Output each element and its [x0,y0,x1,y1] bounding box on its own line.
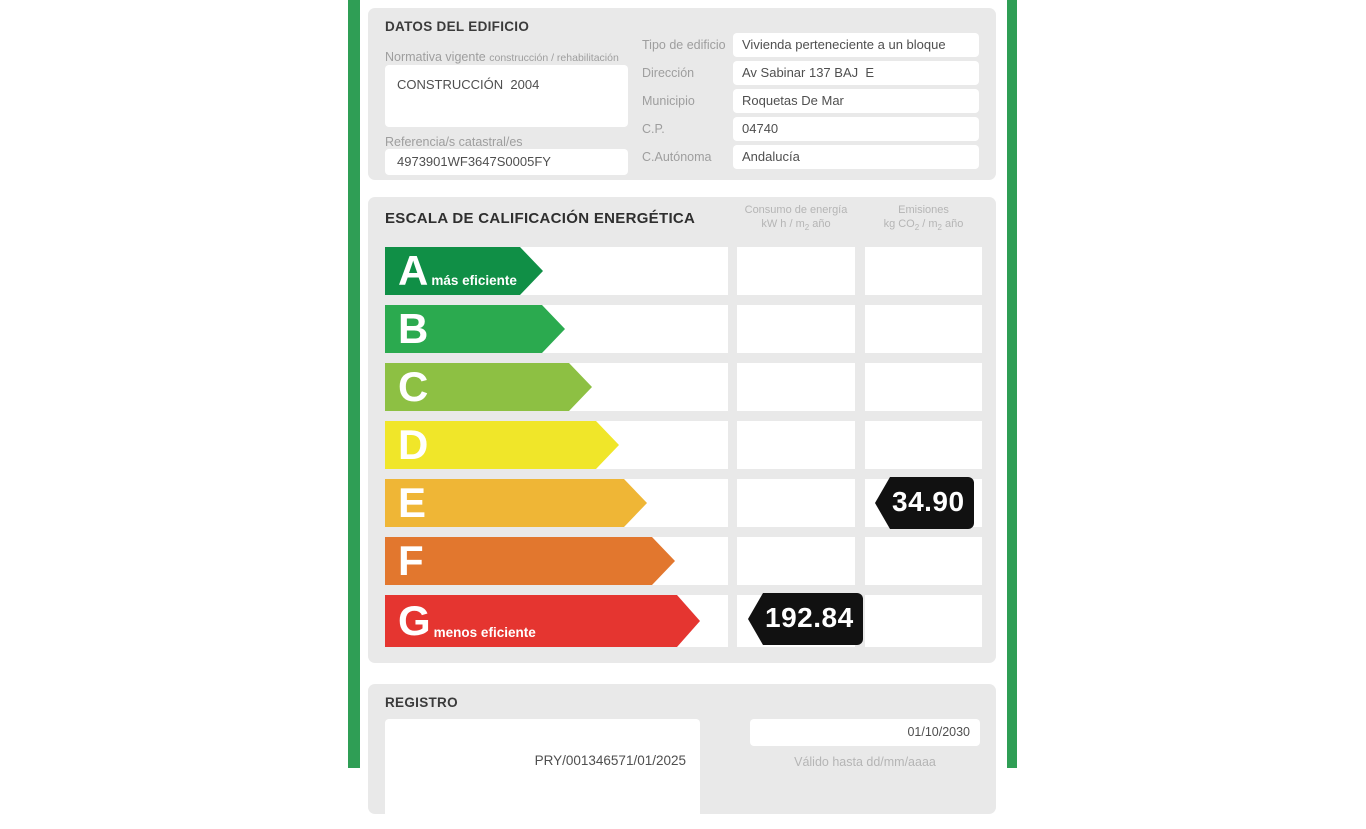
rating-g-track: G menos eficiente [385,595,728,647]
rating-arrow-b: B [385,305,565,353]
rating-a-track: A más eficiente [385,247,728,295]
rating-c-track: C [385,363,728,411]
rating-b-track: B [385,305,728,353]
emissions-cell-f [865,537,982,585]
tag-arrow-tip [748,593,763,645]
emissions-column-header: Emisiones kg CO2 / m2 año [883,204,964,232]
cadastral-reference-label: Referencia/s catastral/es [385,135,523,149]
rating-row-g: G menos eficiente 192.84 [385,593,982,647]
energy-scale-title: ESCALA DE CALIFICACIÓN ENERGÉTICA [385,210,696,227]
consumption-cell-g: 192.84 [737,593,863,647]
autonomous-community-label: C.Autónoma [642,150,712,164]
emissions-cell-c [865,363,982,411]
emissions-cell-g [865,595,982,647]
emissions-value-tag: 34.90 [875,477,974,529]
consumption-value-tag: 192.84 [748,593,863,645]
building-type-label: Tipo de edificio [642,38,726,52]
most-efficient-note: más eficiente [431,273,517,288]
building-data-title: DATOS DEL EDIFICIO [385,19,530,34]
rating-arrow-d: D [385,421,619,469]
least-efficient-note: menos eficiente [433,625,536,640]
normativa-label: Normativa vigente construcción / rehabil… [385,50,619,64]
rating-arrow-f: F [385,537,675,585]
emissions-cell-b [865,305,982,353]
rating-arrow-a: A más eficiente [385,247,543,295]
certificate-page: DATOS DEL EDIFICIO Normativa vigente con… [348,0,1017,814]
valid-until-field[interactable]: 01/10/2030 [750,719,980,746]
building-data-panel: DATOS DEL EDIFICIO Normativa vigente con… [368,8,996,180]
rating-rows: A más eficiente B [385,247,982,647]
normativa-sublabel: construcción / rehabilitación [489,52,619,64]
rating-f-track: F [385,537,728,585]
consumption-cell-b [737,305,855,353]
consumption-cell-e [737,479,855,527]
rating-arrow-c: C [385,363,592,411]
normativa-field[interactable]: CONSTRUCCIÓN 2004 [385,65,628,127]
rating-e-track: E [385,479,728,527]
emissions-cell-a [865,247,982,295]
rating-d-track: D [385,421,728,469]
consumption-cell-d [737,421,855,469]
rating-arrow-g: G menos eficiente [385,595,700,647]
rating-row-c: C [385,363,982,411]
municipality-label: Municipio [642,94,695,108]
rating-row-f: F [385,537,982,585]
emissions-cell-e: 34.90 [865,477,982,529]
building-type-field[interactable]: Vivienda perteneciente a un bloque [733,33,979,57]
consumption-cell-f [737,537,855,585]
municipality-field[interactable]: Roquetas De Mar [733,89,979,113]
energy-rating-panel: ESCALA DE CALIFICACIÓN ENERGÉTICA Consum… [368,197,996,663]
cadastral-reference-field[interactable]: 4973901WF3647S0005FY [385,149,628,175]
autonomous-community-field[interactable]: Andalucía [733,145,979,169]
consumption-column-header: Consumo de energía kW h / m2 año [744,204,848,232]
valid-until-label: Válido hasta dd/mm/aaaa [794,755,936,769]
consumption-cell-c [737,363,855,411]
consumption-cell-a [737,247,855,295]
address-field[interactable]: Av Sabinar 137 BAJ E [733,61,979,85]
postal-code-label: C.P. [642,122,665,136]
emissions-value: 34.90 [890,477,974,529]
emissions-cell-d [865,421,982,469]
tag-arrow-tip [875,477,890,529]
registry-number-field[interactable]: PRY/001346571/01/2025 [385,719,700,829]
registry-title: REGISTRO [385,695,458,710]
postal-code-field[interactable]: 04740 [733,117,979,141]
certificate-border-right [1007,0,1017,768]
rating-arrow-e: E [385,479,647,527]
certificate-border-left [348,0,360,768]
registry-panel: REGISTRO PRY/001346571/01/2025 01/10/203… [368,684,996,829]
registry-number: PRY/001346571/01/2025 [534,753,686,768]
rating-row-a: A más eficiente [385,247,982,295]
address-label: Dirección [642,66,695,80]
consumption-value: 192.84 [763,593,863,645]
rating-row-e: E 34.90 [385,477,982,529]
rating-row-d: D [385,421,982,469]
rating-row-b: B [385,305,982,353]
